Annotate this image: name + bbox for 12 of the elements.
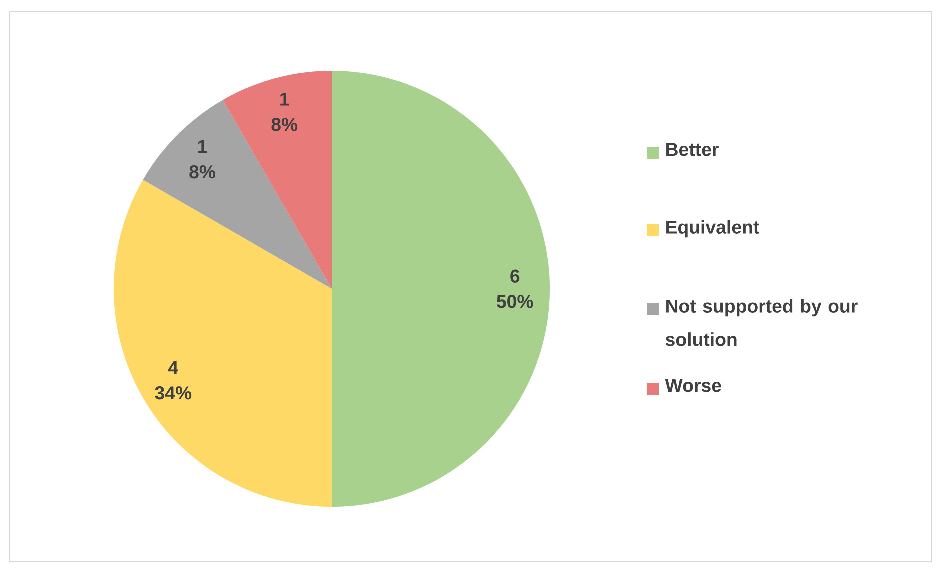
- data-label: 6: [510, 270, 520, 283]
- data-label: 1: [280, 92, 290, 106]
- data-label: 1: [198, 140, 208, 154]
- data-label: 4: [168, 361, 179, 374]
- text: 34%: [155, 386, 192, 400]
- legend-label: Worse: [665, 379, 722, 392]
- legend-label: Equivalent: [666, 220, 760, 238]
- legend-label: Not supported by our solution: [666, 299, 858, 346]
- text: 8%: [272, 118, 298, 132]
- text: 8%: [190, 165, 216, 179]
- text: 50%: [497, 295, 534, 308]
- legend-label: Better: [666, 143, 719, 156]
